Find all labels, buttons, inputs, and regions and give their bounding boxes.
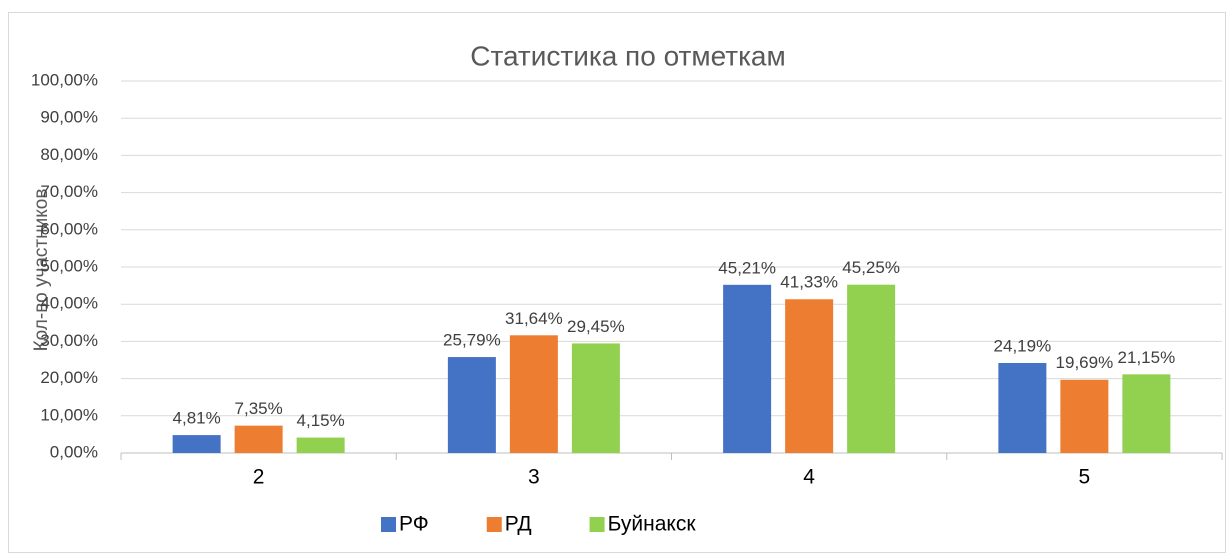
- value-label: 41,33%: [780, 273, 838, 292]
- legend-swatch: [589, 517, 605, 532]
- legend-swatch: [486, 517, 502, 532]
- value-label: 7,35%: [235, 399, 283, 418]
- x-tick-label: 2: [253, 466, 265, 489]
- y-tick-label: 10,00%: [40, 405, 98, 424]
- value-label: 29,45%: [567, 317, 625, 336]
- chart-frame: [8, 12, 1226, 553]
- bar: [785, 299, 834, 453]
- y-tick-label: 0,00%: [50, 442, 98, 461]
- y-tick-label: 60,00%: [40, 219, 98, 238]
- value-label: 4,15%: [297, 411, 345, 430]
- bar: [998, 363, 1047, 453]
- y-tick-label: 30,00%: [40, 331, 98, 350]
- bar: [571, 343, 620, 453]
- y-tick-label: 50,00%: [40, 256, 98, 275]
- x-tick-label: 5: [1079, 466, 1091, 489]
- legend-label: Буйнакск: [608, 513, 697, 536]
- bar: [509, 335, 558, 453]
- y-tick-label: 70,00%: [40, 182, 98, 201]
- value-label: 19,69%: [1056, 353, 1114, 372]
- y-tick-label: 100,00%: [31, 70, 98, 89]
- bar: [172, 435, 221, 453]
- value-label: 21,15%: [1118, 348, 1176, 367]
- legend-swatch: [381, 517, 396, 532]
- legend-label: РД: [505, 513, 532, 536]
- x-tick-label: 3: [528, 466, 540, 489]
- value-label: 4,81%: [173, 409, 221, 428]
- y-tick-label: 80,00%: [40, 145, 98, 164]
- legend-label: РФ: [399, 513, 429, 536]
- y-axis-title: Кол-во участников: [31, 189, 52, 352]
- bar: [723, 284, 772, 453]
- x-tick-label: 4: [803, 466, 815, 489]
- value-label: 45,21%: [718, 258, 776, 277]
- y-tick-label: 40,00%: [40, 294, 98, 313]
- bar: [234, 425, 283, 453]
- bar: [296, 437, 345, 453]
- y-tick-label: 90,00%: [40, 108, 98, 127]
- value-label: 25,79%: [443, 331, 501, 350]
- y-tick-label: 20,00%: [40, 368, 98, 387]
- value-label: 24,19%: [994, 336, 1052, 355]
- bar: [1060, 379, 1109, 453]
- bar: [847, 284, 896, 453]
- chart-title: Статистика по отметкам: [470, 40, 786, 71]
- value-label: 45,25%: [842, 258, 900, 277]
- bar: [1122, 374, 1171, 453]
- bar: [447, 357, 496, 453]
- value-label: 31,64%: [505, 309, 563, 328]
